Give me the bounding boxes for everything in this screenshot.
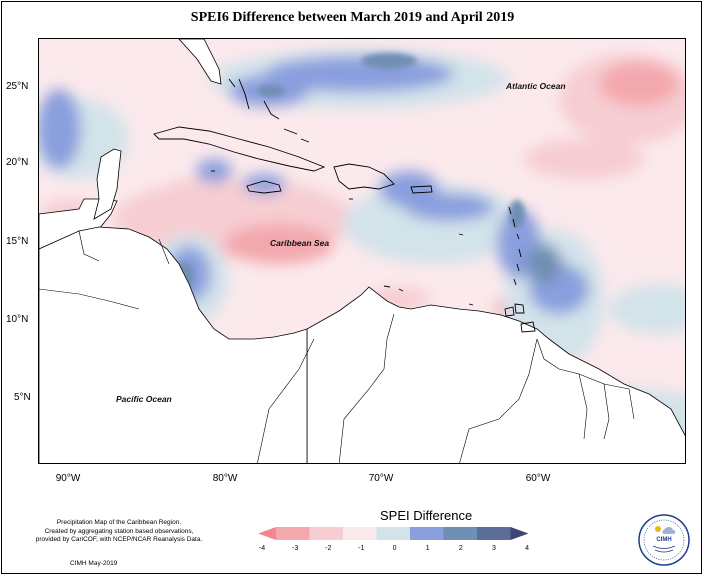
legend-tick-label: 1 xyxy=(426,545,430,552)
anomaly-shading xyxy=(39,49,685,449)
lat-label-15n: 15°N xyxy=(6,236,29,247)
lat-label-10n: 10°N xyxy=(6,314,29,325)
atlantic-ocean-label: Atlantic Ocean xyxy=(506,81,566,91)
legend-swatch xyxy=(443,527,477,540)
legend-swatch xyxy=(309,527,343,540)
landmass-layer xyxy=(39,39,685,463)
legend-swatch xyxy=(343,527,377,540)
legend-tick-label: -3 xyxy=(292,545,298,552)
map-panel xyxy=(38,38,686,464)
pacific-ocean-label: Pacific Ocean xyxy=(116,394,172,404)
lon-label-90w: 90°W xyxy=(55,473,81,484)
legend-tick-label: 4 xyxy=(525,545,529,552)
legend-swatch xyxy=(376,527,410,540)
cimh-logo-icon xyxy=(638,514,690,566)
islands xyxy=(153,78,536,333)
credits-line-2: Created by aggregating station based obs… xyxy=(44,527,194,535)
map-title: SPEI6 Difference between March 2019 and … xyxy=(190,10,515,25)
credits-text: Precipitation Map of the Caribbean Regio… xyxy=(14,519,224,545)
map-canvas xyxy=(39,39,685,463)
legend-title: SPEI Difference xyxy=(380,508,473,523)
legend-swatch xyxy=(410,527,444,540)
lat-label-25n: 25°N xyxy=(6,81,29,92)
credit-date: CIMH May-2019 xyxy=(70,560,118,567)
legend-tick-label: -1 xyxy=(358,545,364,552)
legend-swatch xyxy=(477,527,511,540)
country-borders xyxy=(39,230,635,463)
legend-arrow-low xyxy=(258,527,276,540)
legend-swatch xyxy=(276,527,310,540)
legend-tick-label: 0 xyxy=(393,545,397,552)
lat-label-5n: 5°N xyxy=(14,392,31,403)
legend-colorbar: -4 -3 -2 -1 0 1 2 3 4 xyxy=(258,527,529,552)
legend-tick-label: -2 xyxy=(325,545,331,552)
logo-text: CIMH xyxy=(656,537,672,543)
credits-line-1: Precipitation Map of the Caribbean Regio… xyxy=(56,519,182,526)
legend-tick-label: 2 xyxy=(459,545,463,552)
legend-tick-label: 3 xyxy=(492,545,496,552)
lon-label-70w: 70°W xyxy=(368,473,394,484)
lon-label-80w: 80°W xyxy=(212,473,238,484)
lon-label-60w: 60°W xyxy=(525,473,551,484)
legend-tick-label: -4 xyxy=(259,545,265,552)
lat-label-20n: 20°N xyxy=(6,157,29,168)
caribbean-sea-label: Caribbean Sea xyxy=(270,238,330,248)
credits-line-3: provided by CariCOF, with NCEP/NCAR Rean… xyxy=(35,536,203,543)
legend-arrow-high xyxy=(510,527,529,540)
